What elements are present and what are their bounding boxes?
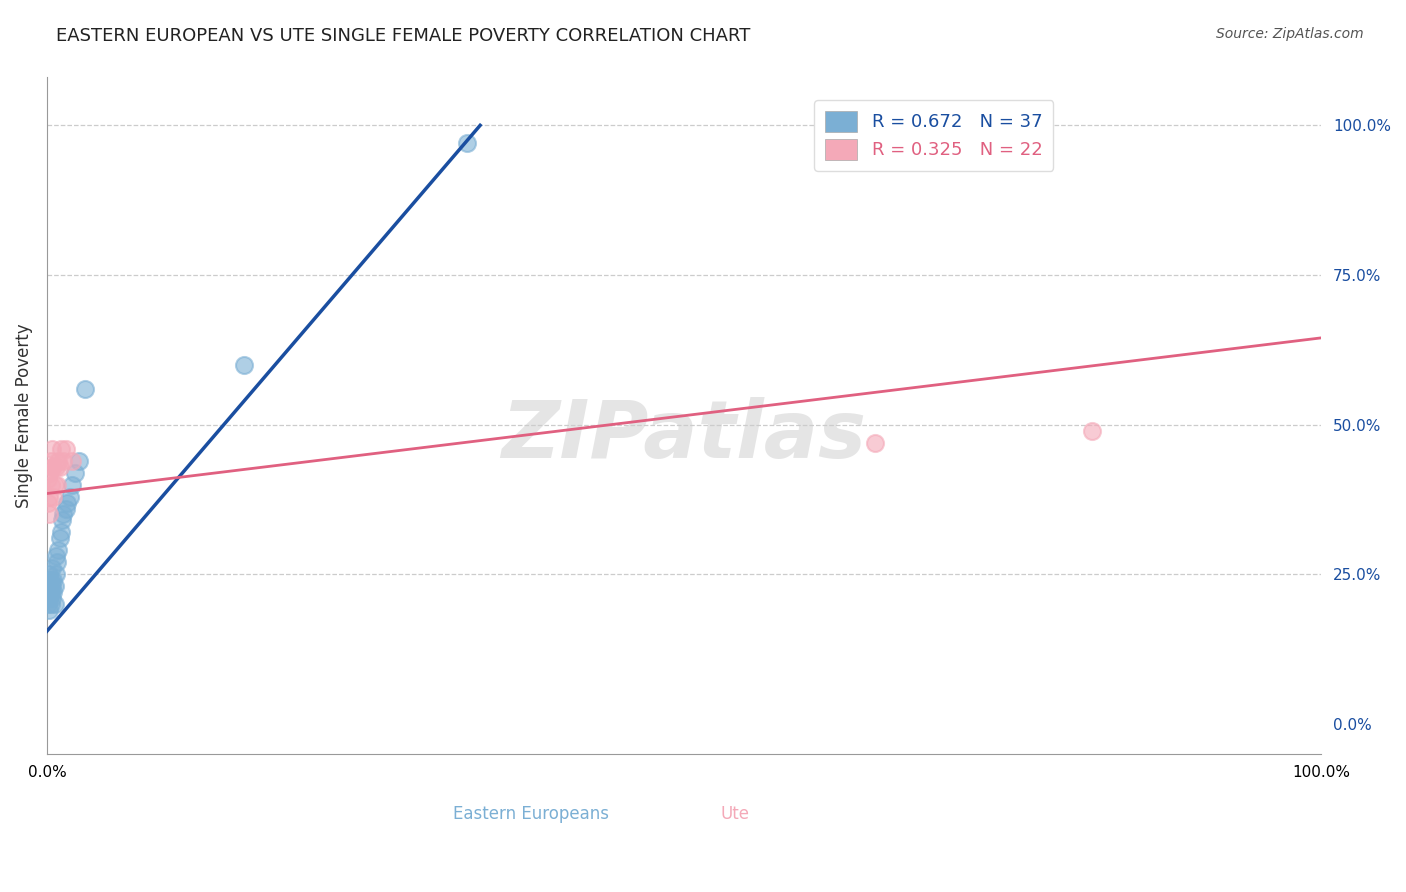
Point [48,459,70,474]
Point [1081,424,1104,438]
Point [44,579,66,593]
Point [41,591,63,606]
Y-axis label: Single Female Poverty: Single Female Poverty [15,324,32,508]
Point [46,555,69,569]
Point [44,477,66,491]
Point [42,490,65,504]
Point [38,567,60,582]
Text: EASTERN EUROPEAN VS UTE SINGLE FEMALE POVERTY CORRELATION CHART: EASTERN EUROPEAN VS UTE SINGLE FEMALE PO… [56,27,751,45]
Text: Source: ZipAtlas.com: Source: ZipAtlas.com [1216,27,1364,41]
Point [45,459,67,474]
Point [39,585,62,599]
Point [37,495,59,509]
Point [38,585,60,599]
Point [38,579,60,593]
Point [39,477,62,491]
Point [863,435,886,450]
Point [39,574,62,588]
Text: Ute: Ute [720,805,749,822]
Point [52,508,75,522]
Point [55,501,77,516]
Point [48,532,70,546]
Point [75,382,97,396]
Point [41,442,63,456]
Point [63,466,86,480]
Text: Eastern Europeans: Eastern Europeans [453,805,609,822]
Point [41,561,63,575]
Point [38,603,60,617]
Point [59,490,82,504]
Point [37,597,59,611]
Point [49,525,72,540]
Point [42,459,65,474]
Point [60,477,83,491]
Point [48,543,70,558]
Point [38,591,60,606]
Legend: R = 0.672   N = 37, R = 0.325   N = 22: R = 0.672 N = 37, R = 0.325 N = 22 [814,100,1053,170]
Point [48,453,70,467]
Text: ZIPatlas: ZIPatlas [502,397,866,475]
Point [456,136,478,151]
Point [46,477,69,491]
Point [45,549,67,564]
Point [39,597,62,611]
Point [67,453,90,467]
Point [45,567,67,582]
Point [60,453,83,467]
Point [44,597,66,611]
Point [37,579,59,593]
Point [38,466,60,480]
Point [37,591,59,606]
Point [41,459,63,474]
Point [38,490,60,504]
Point [52,453,75,467]
Point [233,358,256,372]
Point [56,495,79,509]
Point [39,453,62,467]
Point [42,585,65,599]
Point [41,579,63,593]
Point [51,513,73,527]
Point [49,442,72,456]
Point [37,472,59,486]
Point [37,585,59,599]
Point [55,442,77,456]
Point [38,508,60,522]
Point [42,574,65,588]
Point [37,574,59,588]
